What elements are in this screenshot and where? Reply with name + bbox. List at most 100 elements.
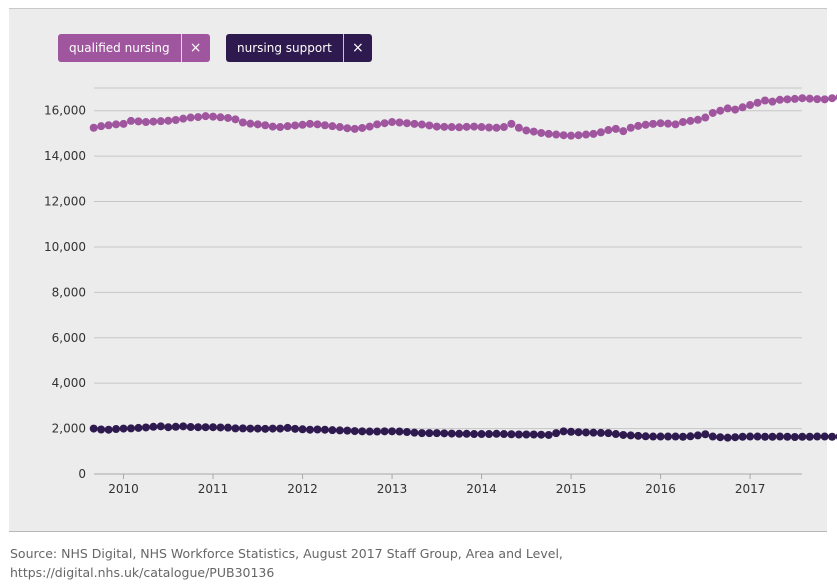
data-point-qualified-nursing <box>537 128 546 137</box>
x-tick-label: 2010 <box>108 482 139 496</box>
data-point-nursing-support <box>507 430 516 439</box>
data-point-nursing-support <box>201 423 210 432</box>
data-point-nursing-support <box>440 429 449 438</box>
data-point-qualified-nursing <box>171 116 180 125</box>
data-point-nursing-support <box>395 427 404 436</box>
data-point-qualified-nursing <box>544 129 553 138</box>
legend-label-qualified-nursing: qualified nursing <box>69 41 170 55</box>
data-point-qualified-nursing <box>112 120 121 129</box>
data-point-nursing-support <box>328 426 337 435</box>
data-point-nursing-support <box>492 429 501 438</box>
legend-label-nursing-support: nursing support <box>237 41 332 55</box>
data-point-qualified-nursing <box>641 120 650 129</box>
remove-series-icon[interactable]: × <box>342 34 372 62</box>
data-point-qualified-nursing <box>761 96 770 105</box>
data-point-nursing-support <box>223 423 232 432</box>
data-point-nursing-support <box>89 424 98 433</box>
data-point-nursing-support <box>775 432 784 441</box>
data-point-nursing-support <box>708 432 717 441</box>
data-point-nursing-support <box>522 430 531 439</box>
data-point-nursing-support <box>283 423 292 432</box>
x-tick-label: 2012 <box>287 482 318 496</box>
data-point-nursing-support <box>388 427 397 436</box>
data-point-nursing-support <box>350 427 359 436</box>
data-point-nursing-support <box>746 432 755 441</box>
data-point-qualified-nursing <box>507 119 516 128</box>
data-point-nursing-support <box>216 423 225 432</box>
data-point-qualified-nursing <box>716 106 725 115</box>
data-point-nursing-support <box>738 432 747 441</box>
data-point-nursing-support <box>596 428 605 437</box>
data-point-qualified-nursing <box>268 122 277 131</box>
data-point-nursing-support <box>470 430 479 439</box>
data-point-qualified-nursing <box>753 98 762 107</box>
data-point-qualified-nursing <box>820 95 829 104</box>
data-point-nursing-support <box>581 428 590 437</box>
data-point-nursing-support <box>126 424 135 433</box>
data-point-qualified-nursing <box>828 94 837 103</box>
data-point-nursing-support <box>253 424 262 433</box>
data-point-qualified-nursing <box>455 123 464 132</box>
data-point-qualified-nursing <box>604 126 613 135</box>
y-tick-label: 4,000 <box>52 376 86 390</box>
data-point-qualified-nursing <box>313 120 322 129</box>
data-point-nursing-support <box>514 430 523 439</box>
data-point-qualified-nursing <box>373 120 382 129</box>
data-point-nursing-support <box>313 425 322 434</box>
data-point-nursing-support <box>731 433 740 442</box>
data-point-nursing-support <box>447 429 456 438</box>
data-point-nursing-support <box>261 424 270 433</box>
data-point-nursing-support <box>410 428 419 437</box>
data-point-qualified-nursing <box>320 121 329 130</box>
data-point-qualified-nursing <box>425 121 434 130</box>
data-point-qualified-nursing <box>149 117 158 126</box>
data-point-qualified-nursing <box>186 113 195 122</box>
data-point-nursing-support <box>306 425 315 434</box>
data-point-nursing-support <box>544 430 553 439</box>
data-point-qualified-nursing <box>499 123 508 132</box>
data-point-qualified-nursing <box>298 120 307 129</box>
data-point-qualified-nursing <box>134 117 143 126</box>
data-point-qualified-nursing <box>395 118 404 127</box>
data-point-nursing-support <box>529 430 538 439</box>
data-point-qualified-nursing <box>365 122 374 131</box>
data-point-qualified-nursing <box>164 116 173 125</box>
x-tick-label: 2013 <box>377 482 408 496</box>
remove-series-icon[interactable]: × <box>180 34 210 62</box>
legend-chip-qualified-nursing[interactable]: qualified nursing × <box>58 34 210 62</box>
data-point-qualified-nursing <box>388 118 397 127</box>
data-point-qualified-nursing <box>283 122 292 131</box>
data-point-nursing-support <box>119 424 128 433</box>
data-point-qualified-nursing <box>253 120 262 129</box>
data-point-nursing-support <box>417 429 426 438</box>
data-point-nursing-support <box>552 429 561 438</box>
source-note: Source: NHS Digital, NHS Workforce Stati… <box>10 546 563 580</box>
data-point-nursing-support <box>343 426 352 435</box>
data-point-qualified-nursing <box>402 119 411 128</box>
data-point-qualified-nursing <box>596 128 605 137</box>
data-point-qualified-nursing <box>350 124 359 133</box>
data-point-nursing-support <box>186 422 195 431</box>
y-tick-label: 12,000 <box>44 195 86 209</box>
data-point-nursing-support <box>634 431 643 440</box>
data-point-nursing-support <box>432 429 441 438</box>
data-point-qualified-nursing <box>194 113 203 122</box>
data-point-nursing-support <box>149 422 158 431</box>
data-point-qualified-nursing <box>790 94 799 103</box>
data-point-qualified-nursing <box>522 126 531 135</box>
data-point-nursing-support <box>246 424 255 433</box>
data-point-nursing-support <box>783 432 792 441</box>
legend-chip-nursing-support[interactable]: nursing support × <box>226 34 372 62</box>
data-point-qualified-nursing <box>89 123 98 132</box>
data-point-nursing-support <box>761 432 770 441</box>
data-point-qualified-nursing <box>678 118 687 127</box>
data-point-nursing-support <box>156 422 165 431</box>
data-point-nursing-support <box>194 423 203 432</box>
data-point-nursing-support <box>455 429 464 438</box>
data-point-qualified-nursing <box>201 112 210 121</box>
data-point-qualified-nursing <box>559 131 568 140</box>
data-point-qualified-nursing <box>731 105 740 114</box>
data-point-qualified-nursing <box>141 118 150 127</box>
x-tick-label: 2014 <box>466 482 497 496</box>
data-point-nursing-support <box>365 427 374 436</box>
